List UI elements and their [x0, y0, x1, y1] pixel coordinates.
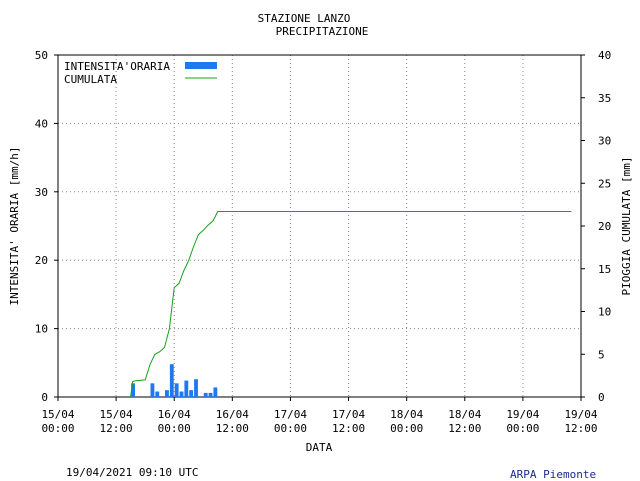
plot-frame — [57, 54, 582, 398]
y-right-tick-label: 5 — [598, 348, 605, 361]
x-tick-label: 12:00 — [332, 422, 365, 435]
x-tick-label: 17/04 — [332, 408, 365, 421]
y-left-tick-label: 50 — [35, 49, 48, 62]
legend-label-intensity: INTENSITA'ORARIA — [64, 60, 170, 73]
x-tick-label: 16/04 — [216, 408, 249, 421]
intensity-bar — [184, 380, 189, 397]
legend-swatch-intensity — [185, 62, 217, 69]
y-right-tick-label: 20 — [598, 220, 611, 233]
chart-title: STAZIONE LANZO — [258, 12, 351, 25]
y-right-tick-label: 40 — [598, 49, 611, 62]
x-tick-label: 19/04 — [506, 408, 539, 421]
y-right-tick-label: 25 — [598, 177, 611, 190]
legend-label-cumulative: CUMULATA — [64, 73, 117, 86]
footer-brand: ARPA Piemonte — [510, 468, 597, 481]
intensity-bar — [179, 391, 184, 397]
x-tick-label: 00:00 — [274, 422, 307, 435]
y-right-tick-label: 10 — [598, 306, 611, 319]
x-tick-label: 19/04 — [564, 408, 597, 421]
y-right-tick-label: 30 — [598, 135, 611, 148]
x-tick-label: 18/04 — [448, 408, 481, 421]
x-axis-label: DATA — [306, 441, 333, 454]
intensity-bar — [213, 387, 218, 397]
y-left-tick-label: 40 — [35, 117, 48, 130]
footer-timestamp: 19/04/2021 09:10 UTC — [66, 466, 199, 479]
intensity-bar — [155, 391, 160, 397]
axis-ticks: 15/0400:0015/0412:0016/0400:0016/0412:00… — [35, 49, 612, 435]
intensity-bar — [131, 383, 135, 397]
y-left-tick-label: 30 — [35, 186, 48, 199]
x-tick-label: 15/04 — [41, 408, 74, 421]
x-tick-label: 00:00 — [158, 422, 191, 435]
y-left-tick-label: 10 — [35, 323, 48, 336]
x-tick-label: 16/04 — [158, 408, 191, 421]
x-tick-label: 12:00 — [564, 422, 597, 435]
x-tick-label: 17/04 — [274, 408, 307, 421]
x-tick-label: 15/04 — [100, 408, 133, 421]
intensity-bars — [131, 364, 218, 397]
intensity-bar — [203, 392, 208, 397]
y-right-tick-label: 15 — [598, 263, 611, 276]
x-tick-label: 00:00 — [41, 422, 74, 435]
cumulative-line — [130, 211, 572, 398]
chart-subtitle: PRECIPITAZIONE — [276, 25, 369, 38]
intensity-bar — [174, 383, 179, 397]
y-right-tick-label: 0 — [598, 391, 605, 404]
grid-lines — [58, 55, 581, 397]
x-tick-label: 12:00 — [448, 422, 481, 435]
y-axis-left-label: INTENSITA' ORARIA [mm/h] — [8, 147, 21, 306]
intensity-bar — [194, 379, 198, 397]
intensity-bar — [150, 383, 155, 397]
y-axis-right-label: PIOGGIA CUMULATA [mm] — [620, 156, 633, 295]
y-left-tick-label: 0 — [41, 391, 48, 404]
x-tick-label: 00:00 — [390, 422, 423, 435]
intensity-bar — [165, 390, 169, 397]
y-right-tick-label: 35 — [598, 92, 611, 105]
x-tick-label: 12:00 — [100, 422, 133, 435]
x-tick-label: 12:00 — [216, 422, 249, 435]
x-tick-label: 00:00 — [506, 422, 539, 435]
y-left-tick-label: 20 — [35, 254, 48, 267]
intensity-bar — [189, 390, 194, 397]
intensity-bar — [208, 392, 213, 397]
intensity-bar — [169, 364, 174, 397]
x-tick-label: 18/04 — [390, 408, 423, 421]
legend: INTENSITA'ORARIA CUMULATA — [64, 60, 217, 86]
